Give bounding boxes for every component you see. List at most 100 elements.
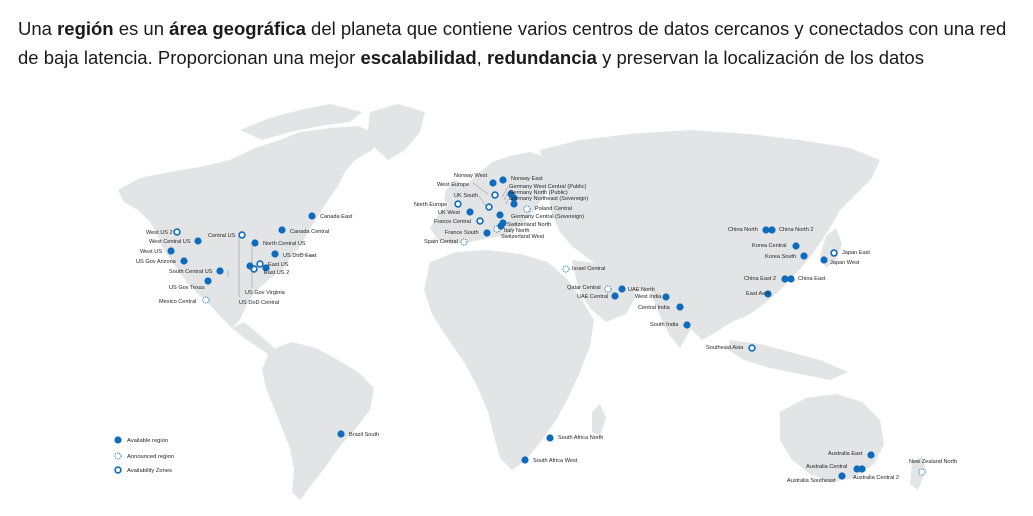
region-label-israel-central: Israel Central bbox=[572, 266, 605, 272]
region-label-west-central-us: West Central US bbox=[149, 239, 191, 245]
region-label-north-central-us: North Central US bbox=[263, 241, 306, 247]
region-label-poland-central: Poland Central bbox=[535, 206, 572, 212]
region-label-france-south: France South bbox=[445, 230, 479, 236]
region-marker-uae-central bbox=[611, 292, 619, 300]
region-marker-korea-south bbox=[800, 252, 808, 260]
region-label-korea-south: Korea South bbox=[765, 254, 796, 260]
arctic-islands-shape bbox=[240, 104, 362, 140]
region-label-china-east: China East bbox=[798, 276, 826, 282]
region-label-australia-central: Australia Central bbox=[806, 464, 847, 470]
region-label-south-africa-north: South Africa North bbox=[558, 435, 603, 441]
region-marker-australia-southeast bbox=[838, 472, 846, 480]
region-marker-china-north-2 bbox=[768, 226, 776, 234]
region-label-west-us: West US bbox=[140, 249, 162, 255]
region-label-australia-east: Australia East bbox=[828, 451, 863, 457]
arabia-shape bbox=[572, 260, 636, 322]
region-marker-spain-central bbox=[460, 238, 468, 246]
region-marker-canada-east bbox=[308, 212, 316, 220]
uk-ireland-shape bbox=[444, 180, 466, 208]
region-marker-mexico-central bbox=[202, 296, 210, 304]
region-label-switzerland-west: Switzerland West bbox=[501, 234, 545, 240]
continents bbox=[118, 104, 926, 500]
region-marker-canada-central bbox=[278, 226, 286, 234]
region-marker-australia-central bbox=[853, 465, 861, 473]
central-america-shape bbox=[232, 322, 276, 354]
region-marker-new-zealand-north bbox=[918, 468, 926, 476]
region-label-italy-north: Italy North bbox=[504, 228, 530, 234]
leader-line bbox=[505, 198, 509, 205]
legend-symbol-zones bbox=[114, 466, 122, 474]
region-marker-germany-north-public bbox=[510, 194, 518, 202]
intro-text-part: y preservan la localización de los datos bbox=[596, 47, 924, 68]
region-label-us-gov-arizona: US Gov Arizona bbox=[136, 259, 177, 265]
leader-line bbox=[295, 253, 317, 257]
region-label-norway-west: Norway West bbox=[454, 173, 488, 179]
region-marker-us-dod-east bbox=[271, 250, 279, 258]
africa-shape bbox=[424, 250, 594, 470]
greenland-shape bbox=[368, 104, 425, 160]
region-label-uk-west: UK West bbox=[438, 210, 460, 216]
south-america-shape bbox=[262, 342, 374, 500]
region-label-germany-west-central-public: Germany West Central (Public) bbox=[509, 184, 586, 190]
region-marker-japan-west bbox=[820, 256, 828, 264]
region-label-china-north-2: China North 2 bbox=[779, 227, 814, 233]
legend-label-announced: Announced region bbox=[127, 454, 174, 460]
region-markers bbox=[167, 176, 926, 480]
region-marker-norway-west bbox=[489, 179, 497, 187]
region-label-france-central: France Central bbox=[434, 219, 471, 225]
region-label-west-europe: West Europe bbox=[437, 182, 469, 188]
region-marker-us-gov-arizona bbox=[180, 257, 188, 265]
region-marker-central-us bbox=[238, 231, 246, 239]
region-label-canada-central: Canada Central bbox=[290, 229, 329, 235]
region-marker-switzerland-west bbox=[497, 222, 505, 230]
region-label-canada-east: Canada East bbox=[320, 214, 353, 220]
region-label-australia-central-2: Australia Central 2 bbox=[853, 475, 899, 481]
australia-shape bbox=[780, 394, 884, 482]
region-label-us-gov-virginia: US Gov Virginia bbox=[245, 290, 286, 296]
region-label-east-us-2: East US 2 bbox=[264, 270, 289, 276]
map-legend: Available region Announced region Availabi… bbox=[114, 436, 174, 474]
intro-text-part: Una bbox=[18, 18, 58, 39]
intro-text-part: , bbox=[476, 47, 487, 68]
region-marker-germany-central-sovereign bbox=[496, 211, 504, 219]
region-marker-east-asia bbox=[764, 290, 772, 298]
region-label-central-india: Central India bbox=[638, 305, 671, 311]
asia-shape bbox=[540, 130, 880, 340]
region-label-germany-north-public: Germany North (Public) bbox=[509, 190, 568, 196]
region-label-mexico-central: Mexico Central bbox=[159, 299, 196, 305]
region-label-west-india: West India bbox=[635, 294, 662, 300]
region-marker-north-europe bbox=[454, 200, 462, 208]
region-label-qatar-central: Qatar Central bbox=[567, 285, 601, 291]
region-label-australia-southeast: Australia Southeast bbox=[787, 478, 836, 484]
region-marker-china-east-2 bbox=[781, 275, 789, 283]
region-marker-west-europe bbox=[491, 191, 499, 199]
region-label-east-us: East US bbox=[268, 262, 289, 268]
new-zealand-shape bbox=[910, 456, 926, 490]
term-redundancy: redundancia bbox=[486, 47, 597, 68]
region-marker-south-africa-north bbox=[546, 434, 554, 442]
region-label-south-africa-west: South Africa West bbox=[533, 458, 578, 464]
region-label-us-dod-east: US DoD East bbox=[283, 253, 317, 259]
legend-label-available: Available region bbox=[127, 438, 168, 444]
region-marker-qatar-central bbox=[604, 285, 612, 293]
region-label-uae-central: UAE Central bbox=[577, 294, 608, 300]
region-label-south-india: South India bbox=[650, 322, 679, 328]
region-label-southeast-asia: Southeast Asia bbox=[706, 345, 744, 351]
region-label-norway-east: Norway East bbox=[511, 176, 543, 182]
term-scalability: escalabilidad bbox=[360, 47, 477, 68]
region-marker-china-north bbox=[762, 226, 770, 234]
region-marker-central-india bbox=[676, 303, 684, 311]
region-label-switzerland-north: Switzerland North bbox=[507, 222, 551, 228]
region-label-north-europe: North Europe bbox=[414, 202, 447, 208]
europe-shape bbox=[430, 152, 552, 244]
region-label-korea-central: Korea Central bbox=[752, 243, 787, 249]
region-marker-east-us bbox=[256, 260, 264, 268]
region-marker-south-central-us bbox=[216, 267, 224, 275]
intro-text-part: es un bbox=[113, 18, 170, 39]
region-label-us-gov-texas: US Gov Texas bbox=[169, 285, 205, 291]
region-label-west-us-2: West US 2 bbox=[146, 230, 173, 236]
region-label-uk-south: UK South bbox=[454, 193, 478, 199]
region-marker-west-us-2 bbox=[173, 228, 181, 236]
region-marker-korea-central bbox=[792, 242, 800, 250]
